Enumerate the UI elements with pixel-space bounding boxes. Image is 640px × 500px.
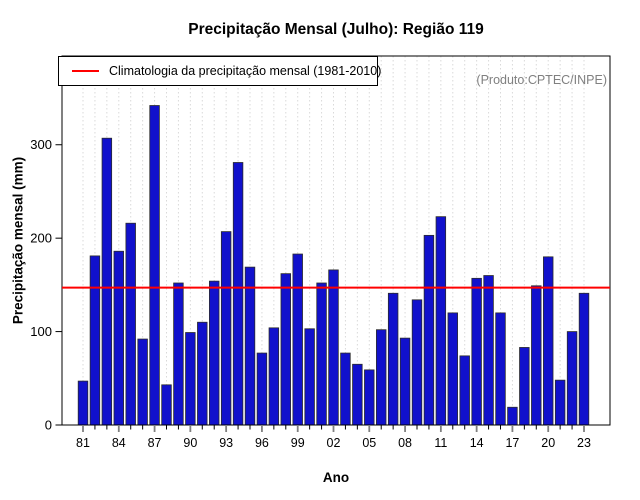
bar-84 xyxy=(113,250,124,426)
bar-06 xyxy=(376,329,387,426)
bar-13 xyxy=(459,355,470,426)
product-watermark: (Produto:CPTEC/INPE) xyxy=(476,73,607,87)
bar-89 xyxy=(173,282,184,426)
bar-94 xyxy=(232,162,244,426)
bar-82 xyxy=(89,255,101,426)
bar-85 xyxy=(125,222,136,426)
bar-07 xyxy=(387,292,399,426)
x-tick-label: 02 xyxy=(327,436,341,450)
chart-title: Precipitação Mensal (Julho): Região 119 xyxy=(188,21,484,38)
bar-14 xyxy=(471,277,482,426)
bar-97 xyxy=(268,327,280,426)
bar-95 xyxy=(244,266,256,426)
bar-19 xyxy=(531,285,542,426)
bar-18 xyxy=(519,347,530,426)
x-tick-label: 99 xyxy=(291,436,305,450)
bar-83 xyxy=(101,137,113,426)
bar-04 xyxy=(352,363,363,426)
bar-87 xyxy=(149,105,160,426)
bar-22 xyxy=(566,331,578,426)
bar-90 xyxy=(185,332,196,426)
x-tick-label: 84 xyxy=(112,436,126,450)
bar-03 xyxy=(340,352,351,426)
bar-96 xyxy=(256,352,268,426)
y-tick-label: 300 xyxy=(30,137,52,152)
bar-92 xyxy=(209,280,220,426)
x-axis-label: Ano xyxy=(322,470,350,485)
x-tick-label: 08 xyxy=(398,436,412,450)
x-tick-label: 96 xyxy=(255,436,269,450)
bar-81 xyxy=(77,380,89,426)
legend-label: Climatologia da precipitação mensal (198… xyxy=(109,64,382,78)
bar-00 xyxy=(304,328,315,426)
x-tick-label: 14 xyxy=(470,436,484,450)
bar-05 xyxy=(364,369,375,426)
bar-91 xyxy=(197,321,208,426)
bar-99 xyxy=(292,253,303,426)
bar-17 xyxy=(507,406,518,426)
y-axis-label: Precipitação mensal (mm) xyxy=(10,156,26,325)
x-tick-label: 90 xyxy=(183,436,197,450)
y-tick-label: 200 xyxy=(30,231,52,246)
bar-20 xyxy=(543,256,554,426)
x-tick-label: 17 xyxy=(505,436,519,450)
x-tick-label: 81 xyxy=(76,436,90,450)
legend-line-sample-icon xyxy=(72,70,99,72)
bar-15 xyxy=(483,275,494,426)
y-tick-label: 0 xyxy=(45,418,52,433)
x-tick-label: 20 xyxy=(541,436,555,450)
bar-23 xyxy=(578,292,590,426)
bar-16 xyxy=(495,312,506,426)
bar-10 xyxy=(423,234,435,426)
bar-21 xyxy=(554,379,566,426)
bar-01 xyxy=(316,282,327,426)
bar-12 xyxy=(447,312,458,426)
x-tick-label: 93 xyxy=(219,436,233,450)
y-tick-label: 100 xyxy=(30,324,52,339)
bar-02 xyxy=(328,269,339,426)
bar-93 xyxy=(220,231,232,426)
bar-09 xyxy=(411,299,423,426)
x-tick-label: 23 xyxy=(577,436,591,450)
bar-88 xyxy=(161,384,172,426)
x-tick-label: 05 xyxy=(362,436,376,450)
bar-86 xyxy=(137,338,148,426)
bar-08 xyxy=(399,337,411,426)
x-tick-label: 87 xyxy=(148,436,162,450)
x-tick-label: 11 xyxy=(434,436,447,450)
legend-box: Climatologia da precipitação mensal (198… xyxy=(58,56,382,86)
bar-11 xyxy=(435,216,447,426)
bar-98 xyxy=(280,273,291,426)
